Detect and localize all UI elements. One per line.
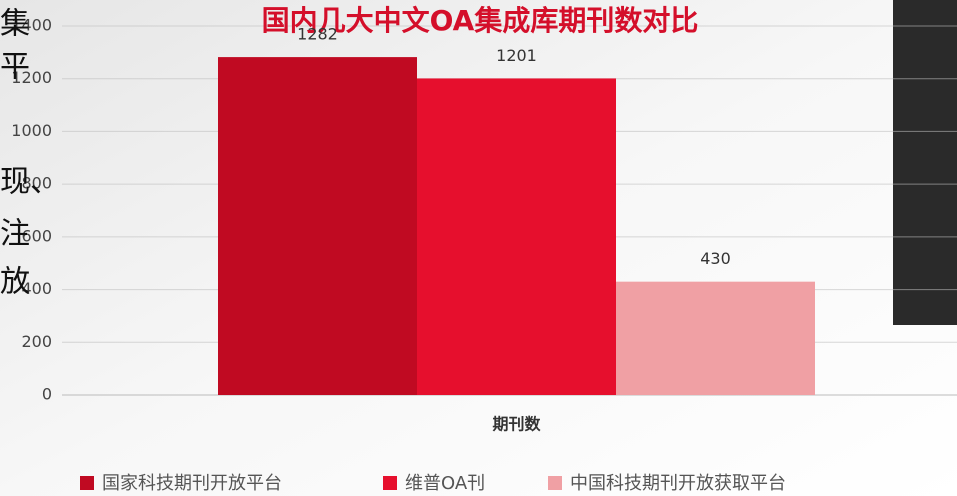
legend-label: 中国科技期刊开放获取平台 bbox=[570, 473, 786, 494]
y-tick-label: 1000 bbox=[11, 121, 52, 140]
value-label: 430 bbox=[700, 249, 731, 268]
legend-swatch bbox=[80, 476, 94, 490]
y-tick-label: 0 bbox=[42, 385, 52, 404]
chart: 国内几大中文OA集成库期刊数对比 02004006008001000120014… bbox=[0, 0, 957, 496]
value-label: 1201 bbox=[496, 46, 537, 65]
legend-swatch bbox=[383, 476, 397, 490]
slide-fragment: 现、 bbox=[0, 165, 60, 200]
slide-fragment: 注 bbox=[0, 217, 30, 252]
bar bbox=[616, 282, 815, 395]
bar bbox=[218, 57, 417, 395]
dark-panel bbox=[893, 0, 957, 325]
slide-fragment: 放 bbox=[0, 265, 30, 300]
y-tick-label: 200 bbox=[21, 332, 52, 351]
slide-fragment: 集 bbox=[0, 7, 30, 42]
legend-label: 国家科技期刊开放平台 bbox=[102, 473, 282, 494]
legend-label: 维普OA刊 bbox=[405, 473, 485, 494]
x-axis-label: 期刊数 bbox=[492, 415, 541, 434]
bar bbox=[417, 78, 616, 395]
slide-fragment: 平 bbox=[0, 50, 30, 85]
value-label: 1282 bbox=[297, 25, 338, 44]
legend-swatch bbox=[548, 476, 562, 490]
